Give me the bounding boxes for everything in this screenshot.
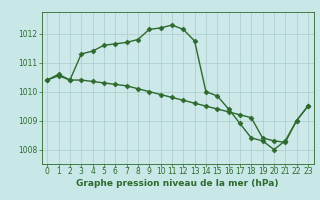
X-axis label: Graphe pression niveau de la mer (hPa): Graphe pression niveau de la mer (hPa)	[76, 179, 279, 188]
